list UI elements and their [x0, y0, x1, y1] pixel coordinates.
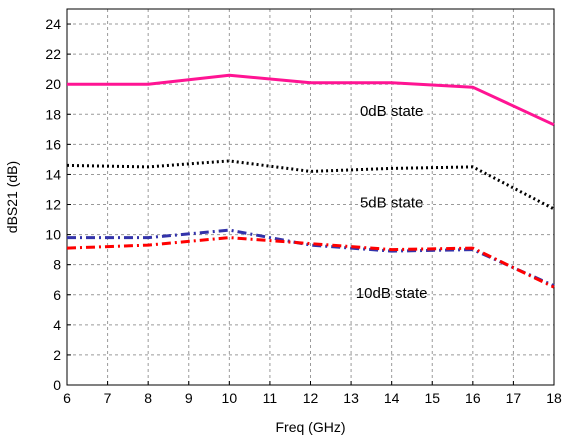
x-tick-label: 8 — [144, 390, 152, 406]
x-tick-label: 12 — [303, 390, 319, 406]
state-annotation: 10dB state — [356, 285, 428, 302]
y-tick-label: 14 — [45, 166, 61, 182]
y-tick-label: 22 — [45, 46, 61, 62]
x-tick-label: 10 — [222, 390, 238, 406]
x-axis: 6 7 8 9 10 11 12 13 14 15 16 17 18 — [63, 381, 562, 406]
x-tick-label: 11 — [263, 390, 278, 406]
series-line-1 — [67, 73, 555, 127]
y-tick-label: 6 — [53, 287, 61, 303]
state-annotation: 5dB state — [360, 195, 423, 212]
x-tick-label: 9 — [185, 390, 193, 406]
y-axis-label: dBS21 (dB) — [4, 161, 20, 233]
x-tick-label: 13 — [343, 390, 359, 406]
x-tick-label: 7 — [104, 390, 112, 406]
y-tick-label: 8 — [53, 257, 61, 273]
grid — [67, 9, 554, 385]
y-tick-label: 18 — [45, 106, 61, 122]
x-tick-label: 15 — [424, 390, 440, 406]
y-tick-label: 24 — [45, 16, 61, 32]
y-tick-label: 10 — [45, 227, 61, 243]
y-tick-label: 20 — [45, 76, 61, 92]
y-tick-label: 0 — [53, 377, 61, 393]
x-axis-label: Freq (GHz) — [276, 419, 346, 435]
annotations: 0dB state 5dB state 10dB state — [356, 103, 428, 302]
series-lines — [66, 73, 555, 289]
series-line-4 — [66, 236, 555, 289]
x-tick-label: 6 — [63, 390, 71, 406]
y-tick-label: 4 — [53, 317, 61, 333]
x-tick-label: 17 — [506, 390, 522, 406]
x-tick-label: 18 — [546, 390, 562, 406]
y-tick-label: 2 — [53, 347, 61, 363]
y-tick-label: 12 — [45, 197, 61, 213]
x-tick-label: 16 — [465, 390, 481, 406]
state-annotation: 0dB state — [360, 103, 423, 120]
y-tick-label: 16 — [45, 136, 61, 152]
series-line-2 — [66, 159, 555, 211]
x-tick-label: 14 — [384, 390, 400, 406]
